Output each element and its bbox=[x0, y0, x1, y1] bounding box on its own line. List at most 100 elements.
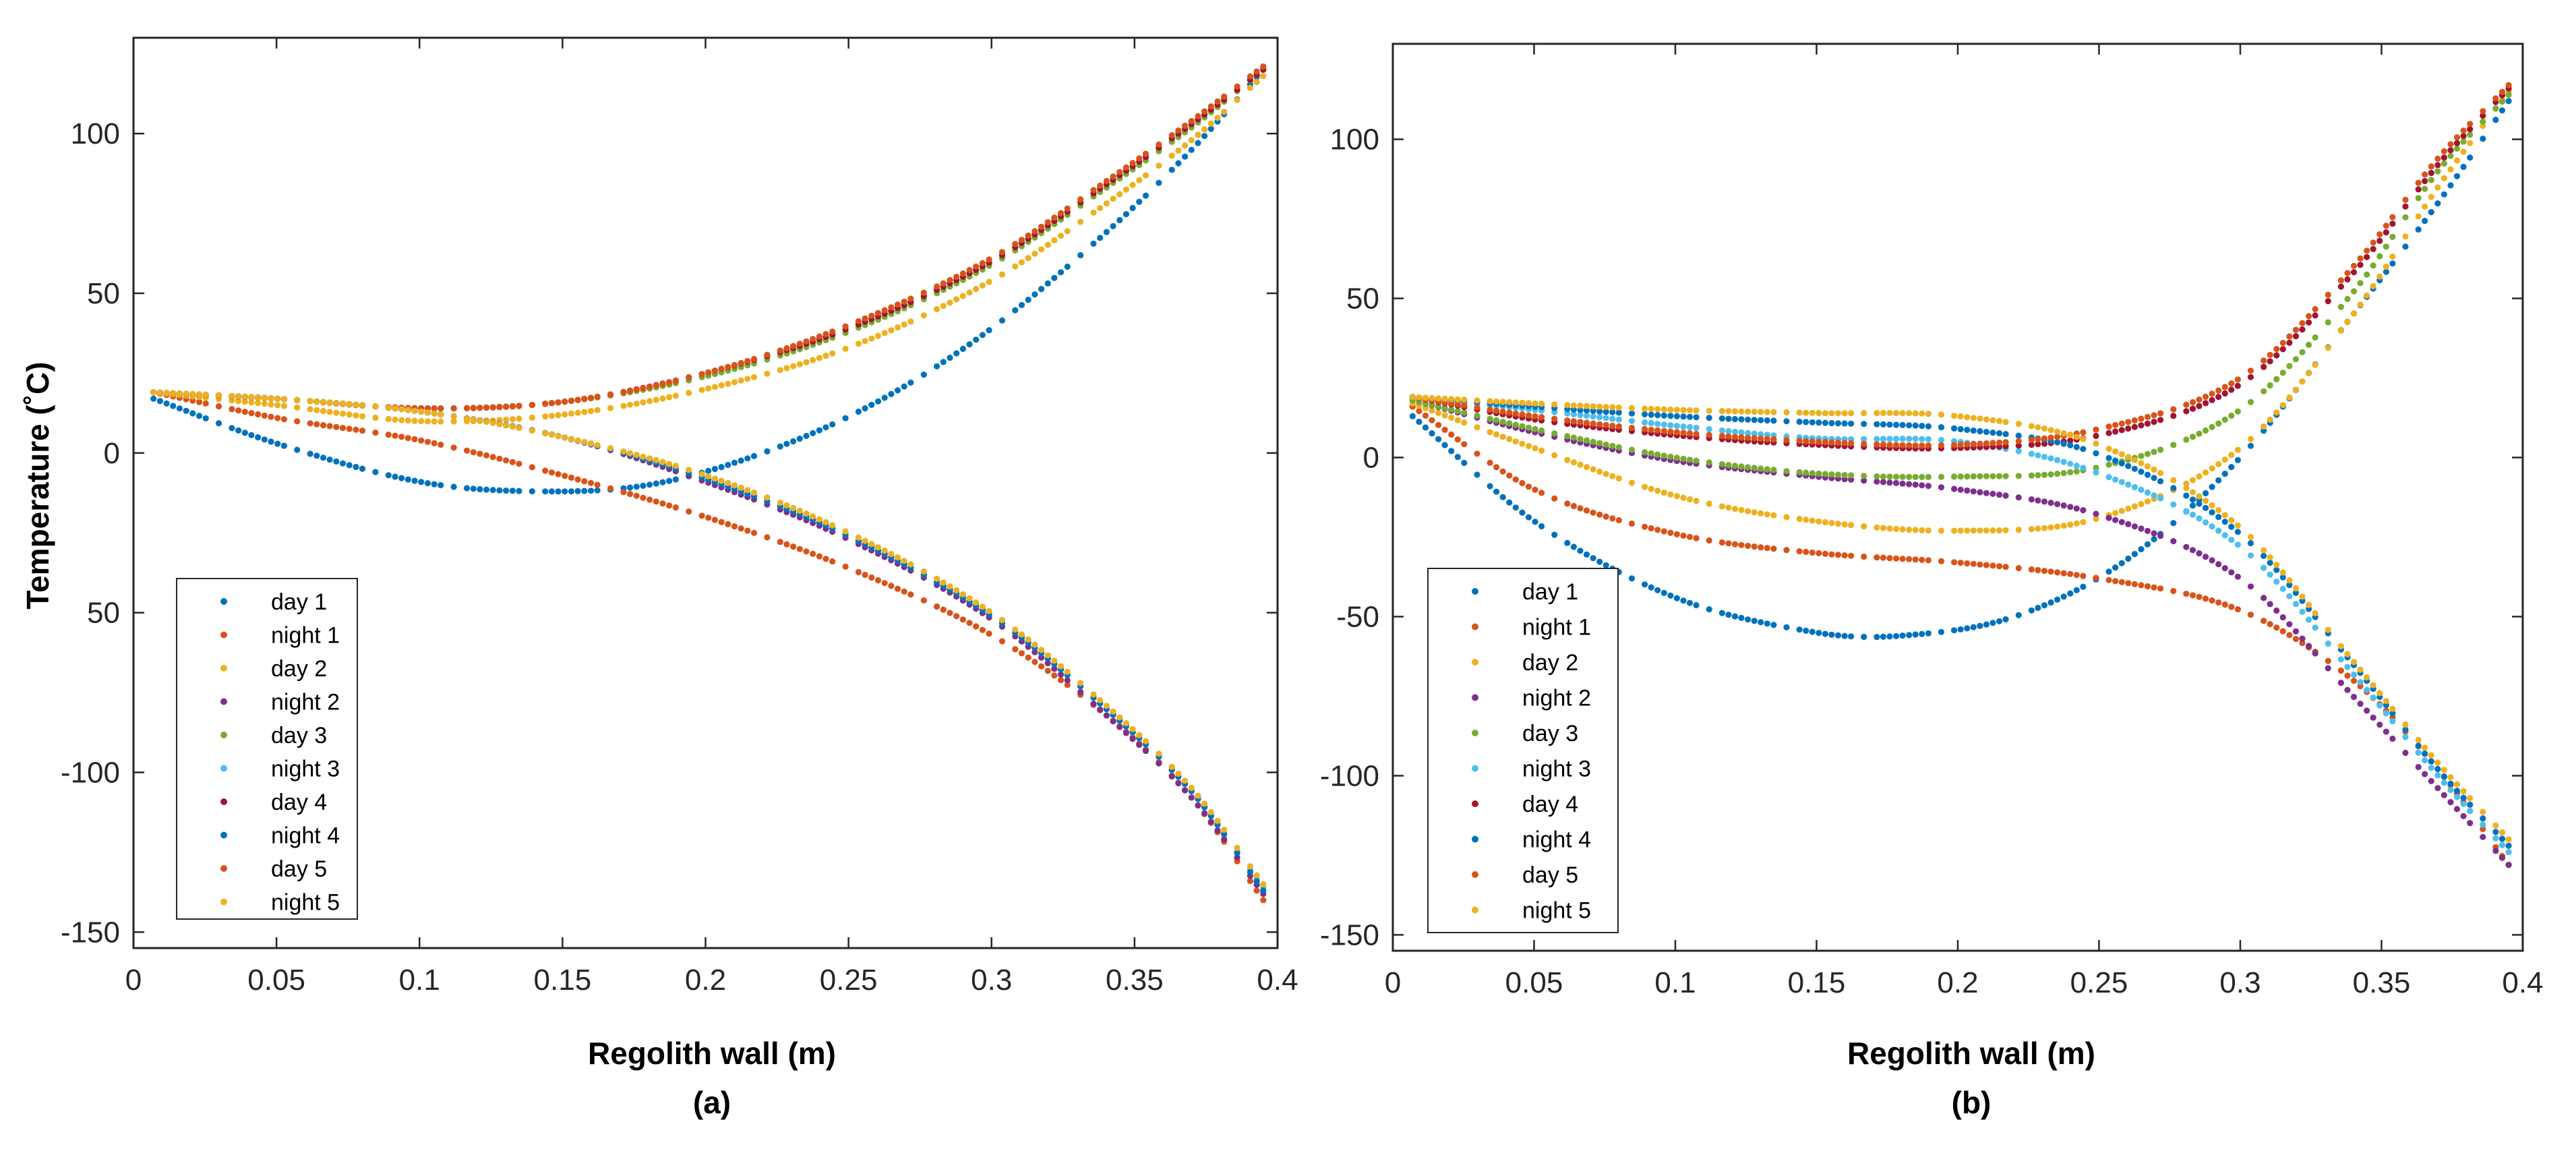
legend-marker bbox=[220, 631, 227, 639]
data-point bbox=[1874, 421, 1880, 428]
data-point bbox=[2383, 223, 2389, 229]
data-point bbox=[1018, 259, 1025, 266]
data-point bbox=[1919, 630, 1925, 637]
data-point bbox=[1745, 430, 1751, 436]
data-point bbox=[1247, 868, 1253, 875]
series-day-3 bbox=[1409, 91, 2512, 481]
data-point bbox=[2215, 420, 2222, 427]
data-point bbox=[1725, 408, 1732, 415]
data-point bbox=[1809, 517, 1816, 524]
data-point bbox=[1122, 186, 1129, 193]
data-point bbox=[1077, 218, 1084, 225]
data-point bbox=[1996, 563, 2003, 570]
data-point bbox=[2383, 698, 2389, 705]
data-point bbox=[1938, 628, 1945, 635]
data-point bbox=[2035, 441, 2041, 448]
data-point bbox=[2312, 305, 2318, 313]
data-point bbox=[2337, 667, 2344, 674]
data-point bbox=[2105, 430, 2112, 436]
data-point bbox=[842, 323, 849, 330]
data-point bbox=[1751, 509, 1758, 516]
data-point bbox=[1725, 462, 1732, 469]
data-point bbox=[568, 410, 575, 417]
data-point bbox=[1519, 440, 1526, 447]
data-point bbox=[1745, 464, 1751, 471]
data-point bbox=[1207, 125, 1214, 132]
data-point bbox=[868, 335, 875, 342]
data-point bbox=[1512, 504, 1519, 511]
x-tick-label: 0.35 bbox=[2353, 966, 2411, 999]
data-point bbox=[666, 477, 673, 484]
data-point bbox=[1512, 476, 1519, 483]
data-point bbox=[2306, 319, 2312, 326]
data-point bbox=[1454, 417, 1461, 423]
data-point bbox=[738, 359, 744, 367]
data-point bbox=[1957, 626, 1964, 633]
data-point bbox=[1551, 415, 1558, 422]
data-point bbox=[2344, 295, 2351, 303]
data-point bbox=[2498, 842, 2506, 848]
data-point bbox=[183, 407, 189, 414]
data-point bbox=[1822, 471, 1828, 477]
data-point bbox=[2054, 596, 2061, 603]
data-point bbox=[1822, 630, 1828, 637]
data-point bbox=[1770, 622, 1777, 628]
data-point bbox=[1654, 421, 1661, 428]
data-point bbox=[2467, 131, 2474, 138]
x-tick-label: 0.05 bbox=[1505, 966, 1563, 999]
data-point bbox=[1880, 441, 1886, 448]
data-point bbox=[2228, 386, 2235, 393]
data-point bbox=[1693, 414, 1700, 421]
data-point bbox=[959, 345, 966, 353]
data-point bbox=[790, 343, 797, 349]
data-point bbox=[2440, 154, 2447, 161]
data-point bbox=[1525, 442, 1532, 450]
data-point bbox=[2480, 808, 2486, 815]
data-point bbox=[2041, 602, 2048, 609]
data-point bbox=[294, 446, 301, 453]
legend-marker bbox=[1472, 730, 1478, 736]
data-point bbox=[2480, 825, 2486, 832]
data-point bbox=[2267, 382, 2273, 389]
data-point bbox=[1893, 473, 1900, 480]
data-point bbox=[1718, 461, 1725, 468]
data-point bbox=[959, 270, 966, 277]
data-point bbox=[953, 613, 960, 620]
data-point bbox=[1899, 632, 1906, 639]
data-point bbox=[888, 327, 895, 334]
data-point bbox=[2093, 450, 2099, 456]
data-point bbox=[1951, 627, 1958, 634]
data-point bbox=[1919, 473, 1925, 481]
data-point bbox=[1435, 421, 1442, 428]
data-point bbox=[1064, 263, 1071, 270]
data-point bbox=[1195, 792, 1201, 799]
data-point bbox=[2453, 173, 2461, 179]
data-point bbox=[581, 396, 588, 403]
legend-entry-label: day 2 bbox=[271, 656, 327, 682]
data-point bbox=[705, 369, 712, 376]
data-point bbox=[2389, 214, 2396, 220]
data-point bbox=[1577, 505, 1584, 512]
data-point bbox=[1880, 421, 1886, 428]
data-point bbox=[2370, 682, 2376, 688]
data-point bbox=[1925, 527, 1931, 534]
data-point bbox=[150, 389, 157, 396]
data-point bbox=[1718, 503, 1725, 510]
data-point bbox=[1044, 652, 1051, 659]
data-point bbox=[574, 437, 581, 444]
data-point bbox=[2505, 836, 2512, 843]
data-point bbox=[1667, 413, 1674, 419]
data-point bbox=[1188, 785, 1195, 792]
data-point bbox=[842, 563, 849, 570]
data-point bbox=[1899, 473, 1906, 480]
data-point bbox=[1919, 436, 1925, 442]
data-point bbox=[2415, 186, 2422, 193]
data-point bbox=[1758, 510, 1764, 517]
data-point bbox=[1260, 73, 1267, 80]
data-point bbox=[529, 464, 535, 471]
data-point bbox=[1970, 415, 1977, 421]
data-point bbox=[2389, 233, 2396, 240]
data-point bbox=[1861, 633, 1867, 641]
data-point bbox=[1551, 401, 1558, 408]
y-tick-label: 0 bbox=[104, 437, 120, 470]
